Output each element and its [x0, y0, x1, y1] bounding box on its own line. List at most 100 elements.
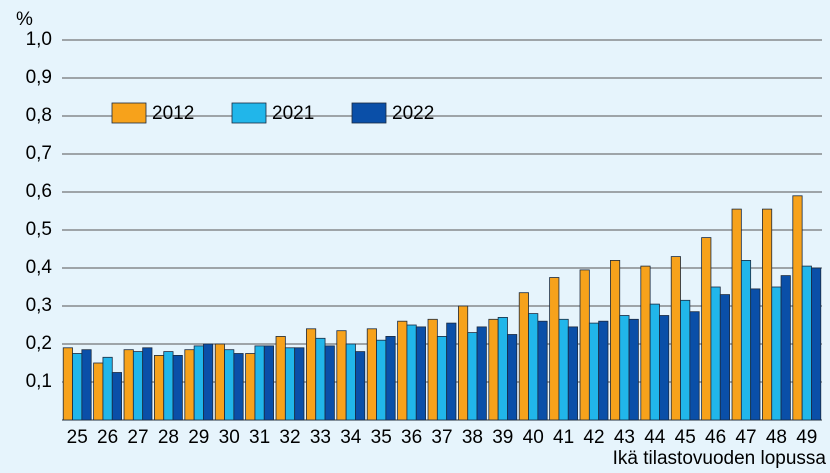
x-tick-label: 28: [158, 427, 179, 448]
bar: [710, 286, 721, 421]
y-tick-label: 0,4: [26, 257, 53, 278]
bar: [385, 335, 396, 421]
legend-label: 2012: [152, 103, 194, 124]
bar: [507, 334, 518, 421]
bar: [467, 332, 478, 421]
bar: [154, 354, 165, 421]
bar: [436, 335, 448, 421]
bar: [458, 305, 469, 421]
bar: [750, 288, 761, 421]
legend-label: 2022: [392, 103, 434, 124]
bar: [528, 313, 539, 421]
y-tick-label: 0,7: [26, 143, 52, 164]
bar: [771, 286, 782, 421]
bar: [649, 303, 660, 421]
bar: [537, 320, 548, 421]
x-tick-label: 35: [371, 427, 392, 448]
y-tick-label: 0,8: [26, 105, 52, 126]
bar: [163, 351, 174, 421]
bar: [72, 353, 83, 421]
bar: [233, 353, 244, 421]
bar: [731, 208, 742, 421]
bar: [284, 347, 296, 421]
bar: [780, 275, 791, 421]
y-tick-label: 1,0: [26, 29, 52, 50]
y-tick-label: 0,9: [26, 67, 52, 88]
x-tick-label: 25: [67, 427, 88, 448]
bar: [254, 345, 265, 421]
bar: [427, 318, 438, 421]
y-tick-label: 0,6: [26, 181, 52, 202]
bar: [659, 315, 670, 421]
bar: [345, 343, 356, 421]
legend-swatch: [351, 102, 387, 124]
bar: [476, 326, 487, 421]
legend-swatch: [111, 102, 147, 124]
x-tick-label: 31: [249, 427, 270, 448]
x-tick-label: 36: [401, 427, 422, 448]
y-axis-label: %: [16, 9, 33, 30]
y-tick-label: 0,1: [26, 371, 52, 392]
bar: [397, 320, 408, 421]
x-tick-label: 44: [644, 427, 666, 448]
bar: [670, 256, 681, 421]
bar: [245, 353, 256, 421]
bar: [497, 316, 508, 421]
bar: [549, 277, 560, 421]
x-tick-label: 43: [614, 427, 635, 448]
bar: [518, 292, 529, 421]
x-tick-label: 26: [97, 427, 118, 448]
bar: [93, 362, 104, 421]
bar: [376, 339, 387, 421]
bar: [689, 311, 700, 421]
x-tick-label: 27: [127, 427, 148, 448]
bar: [579, 269, 590, 421]
bar: [792, 195, 803, 421]
x-tick-label: 46: [705, 427, 726, 448]
bar: [680, 299, 691, 421]
bar: [294, 347, 305, 421]
bar: [111, 372, 122, 421]
x-tick-label: 29: [188, 427, 209, 448]
bar: [567, 326, 578, 421]
x-tick-label: 42: [583, 427, 604, 448]
bar: [719, 294, 730, 421]
x-tick-label: 33: [310, 427, 331, 448]
bar: [701, 237, 712, 421]
x-axis-label: Ikä tilastovuoden lopussa: [613, 448, 827, 469]
x-tick-label: 34: [340, 427, 362, 448]
bar: [324, 345, 335, 421]
bar: [172, 354, 183, 421]
bar: [203, 343, 214, 421]
bar: [336, 330, 347, 421]
bar: [488, 318, 499, 421]
bar: [762, 208, 773, 421]
bar: [62, 347, 73, 421]
bar: [598, 320, 609, 421]
bar: [263, 345, 274, 421]
x-tick-label: 48: [766, 427, 787, 448]
x-tick-label: 49: [796, 427, 817, 448]
bar: [123, 349, 134, 421]
bar: [275, 335, 286, 421]
bar: [193, 345, 204, 421]
x-tick-label: 30: [219, 427, 240, 448]
legend-label: 2021: [272, 103, 314, 124]
x-tick-label: 45: [675, 427, 696, 448]
bar: [366, 328, 377, 421]
bar: [306, 328, 317, 421]
bar: [406, 324, 417, 421]
bar: [132, 351, 144, 421]
x-tick-label: 40: [523, 427, 544, 448]
y-tick-label: 0,2: [26, 333, 52, 354]
bar: [355, 351, 366, 421]
bar: [801, 265, 812, 421]
x-tick-label: 39: [492, 427, 513, 448]
bar: [610, 259, 621, 421]
bar: [558, 318, 569, 421]
bar: [446, 322, 457, 421]
bar: [224, 349, 235, 421]
legend-swatch: [231, 102, 267, 124]
bar: [142, 347, 153, 421]
